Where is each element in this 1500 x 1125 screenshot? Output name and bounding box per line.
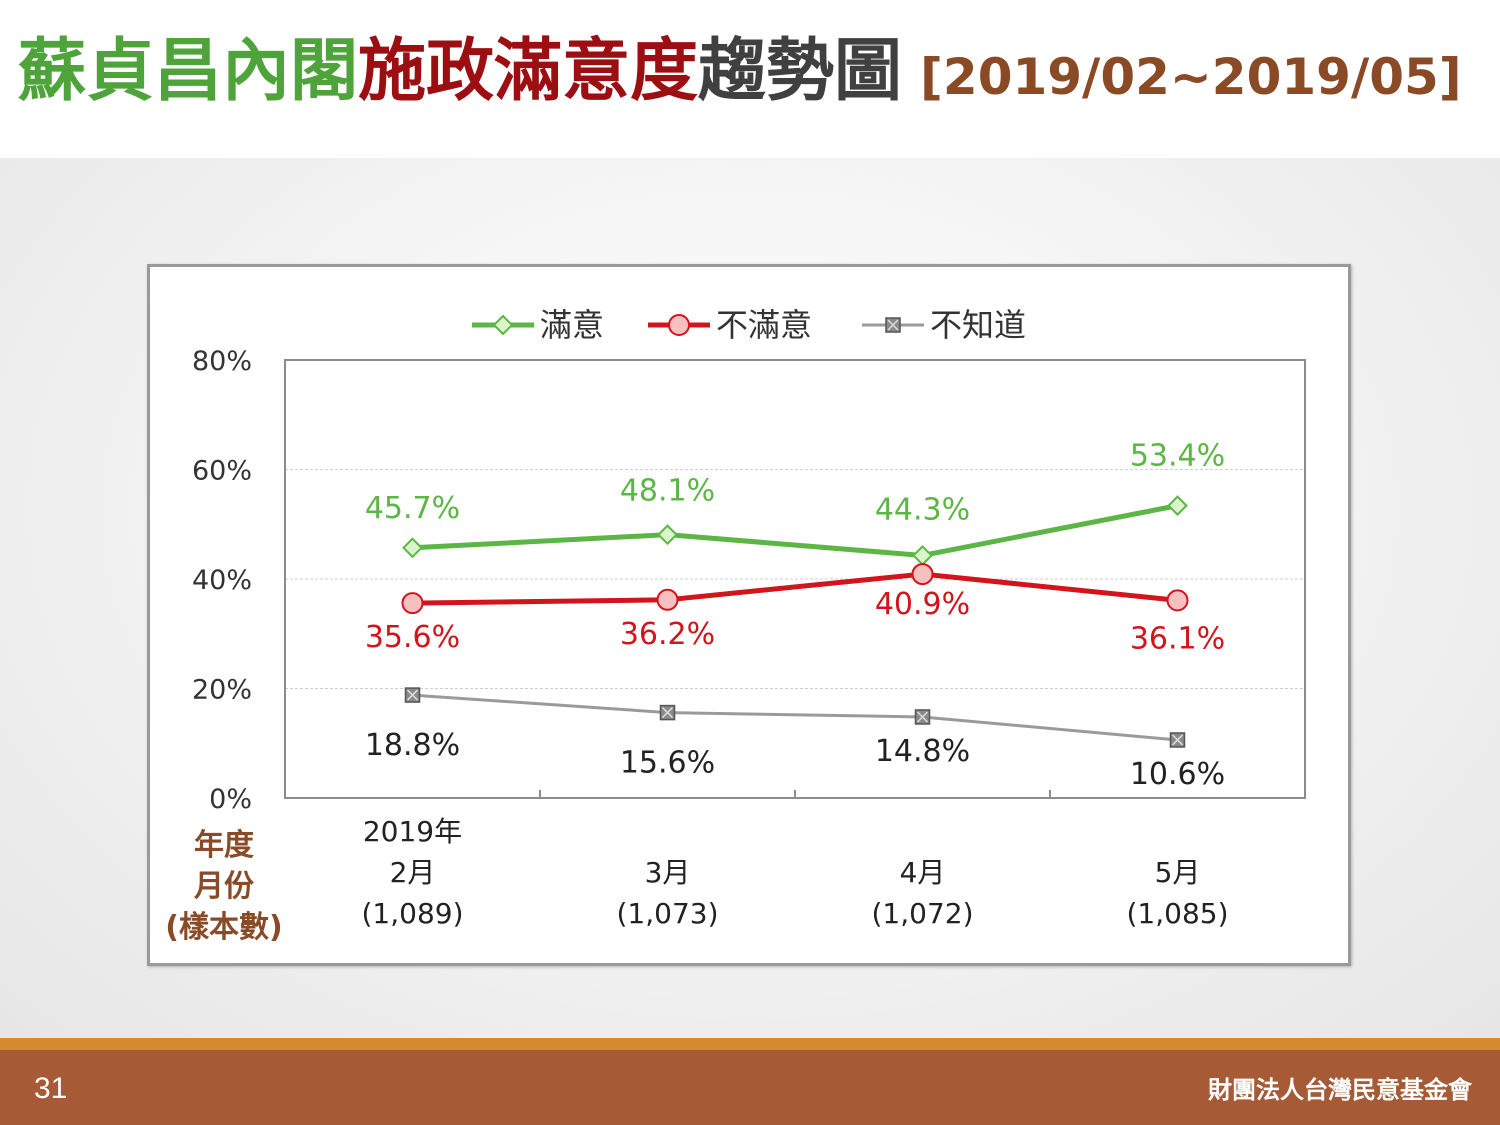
series-line-0 [412,503,1178,558]
series-2-point-2-cross [916,711,929,723]
series-1-data-label: 40.9% [875,587,970,622]
series-1-point-3 [1166,589,1189,612]
x-category-label: (1,089) [361,897,463,930]
category-axis-label-line: (樣本數) [165,910,282,945]
series-2-point-3-cross [1171,734,1184,746]
series-1-data-label: 36.1% [1130,621,1225,656]
series-0-point-0 [402,537,423,559]
y-tick-label: 0% [209,784,252,815]
x-category-label: 2月 [390,856,436,889]
series-1-data-label: 35.6% [365,620,460,655]
page-number: 31 [34,1072,68,1105]
series-2-data-label: 15.6% [620,746,715,781]
series-2-point-1-cross [661,707,674,719]
legend-label-2: 不知道 [930,306,1026,344]
series-line-2 [412,693,1178,742]
series-0-data-label: 53.4% [1130,439,1225,474]
legend-label-0: 滿意 [540,306,604,344]
y-tick-label: 80% [192,346,252,377]
x-category-label: 3月 [645,856,691,889]
series-0-point-1 [657,524,678,546]
series-1-point-1 [656,588,679,611]
x-category-label: 2019年 [363,815,462,848]
slide-title: 蘇貞昌內閣施政滿意度趨勢圖 [2019/02~2019/05] [18,38,1462,106]
legend-marker-0 [492,314,514,336]
series-0-data-label: 48.1% [620,474,715,509]
x-category-label: 4月 [900,856,946,889]
category-axis-label-line: 月份 [194,869,254,904]
chart-frame: 80% 60% 40% 20% 0% 年度月份 (樣本數) 2019年 2月 (1,089) 3月 (… [147,264,1351,966]
series-0-point-2 [912,545,933,566]
x-category-label: (1,073) [616,897,718,930]
series-2-data-label: 18.8% [365,728,460,763]
series-2-data-label: 14.8% [875,734,970,769]
series-0-point-3 [1167,495,1188,517]
footer-accent-line [0,1038,1500,1050]
title-bar: 蘇貞昌內閣施政滿意度趨勢圖 [2019/02~2019/05] [0,0,1500,158]
series-1-point-2 [911,563,934,586]
series-2-point-0-cross [406,689,419,701]
title-part-trend: 趨勢圖 [698,32,903,111]
series-1-point-0 [401,592,424,615]
series-line-1 [412,571,1178,606]
x-category-label: 5月 [1155,856,1201,889]
series-0-data-label: 45.7% [365,491,460,526]
y-tick-label: 40% [192,565,252,596]
legend-marker-2-cross [887,319,899,331]
legend-label-1: 不滿意 [716,306,812,344]
y-tick-label: 20% [192,675,252,706]
y-tick-label: 60% [192,456,252,487]
title-part-satisfaction: 施政滿意度 [358,32,699,111]
title-part-cabinet: 蘇貞昌內閣 [18,32,359,111]
x-category-label: (1,072) [871,897,973,930]
footer: 31 財團法人台灣民意基金會 [0,1050,1500,1125]
series-0-data-label: 44.3% [875,492,970,527]
organization-name: 財團法人台灣民意基金會 [1208,1076,1472,1104]
series-1-data-label: 36.2% [620,617,715,652]
x-category-label: (1,085) [1126,897,1228,930]
legend-marker-1 [668,314,690,336]
title-date-range: [2019/02~2019/05] [920,48,1462,106]
category-axis-label-line: 年度 [194,828,254,863]
series-2-data-label: 10.6% [1130,757,1225,792]
